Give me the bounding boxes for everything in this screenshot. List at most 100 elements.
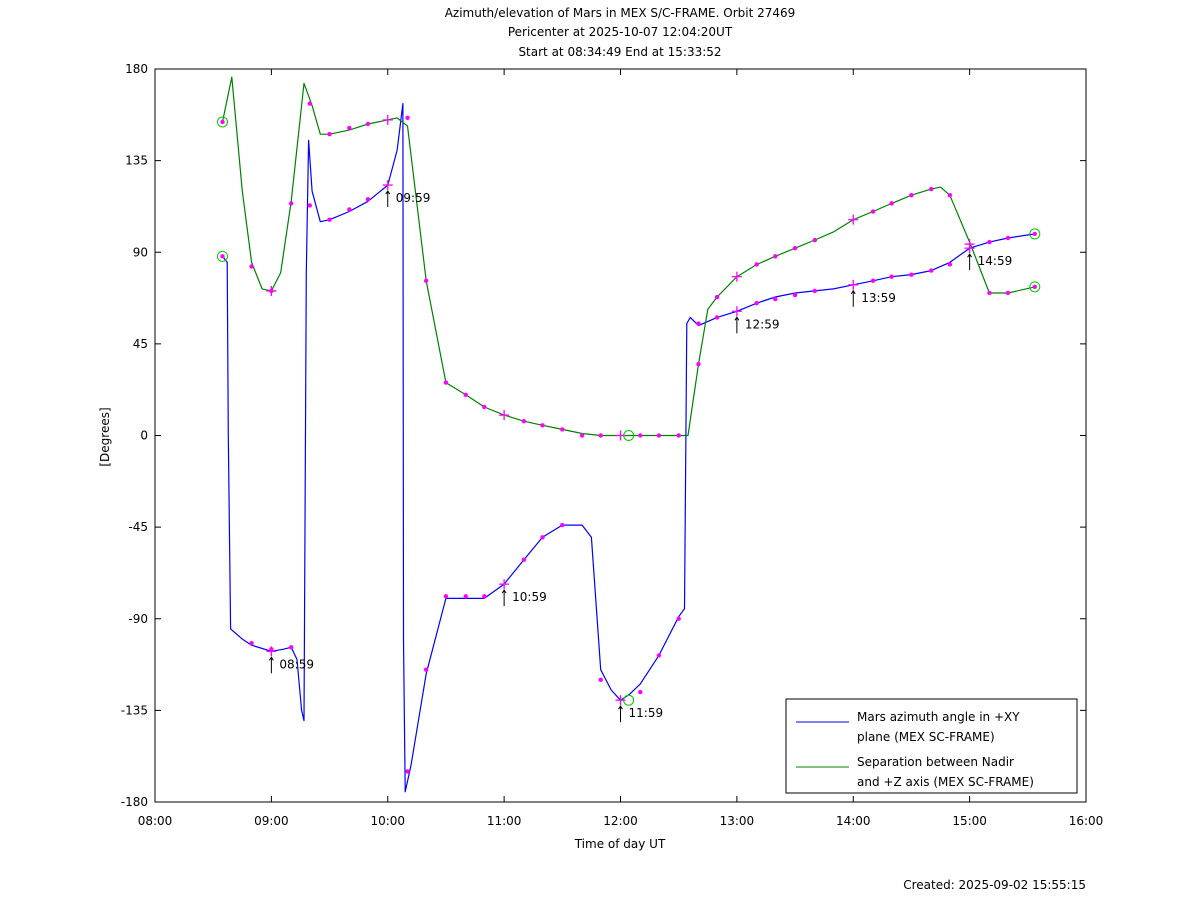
point-marker [540, 535, 545, 540]
hour-pointer-arrow [385, 190, 391, 195]
point-marker [987, 239, 992, 245]
x-tick-label: 15:00 [952, 814, 987, 828]
hour-cross-marker [382, 180, 393, 191]
hour-label: 10:59 [512, 590, 547, 604]
point-marker [423, 667, 429, 672]
y-tick-label: 45 [133, 337, 148, 351]
hour-pointer-arrow [734, 316, 740, 321]
hour-pointer-arrow [967, 253, 973, 258]
point-marker [540, 423, 545, 428]
hour-annotation: 08:59 [268, 656, 314, 674]
hour-cross-marker [848, 279, 859, 290]
y-axis: 180 135 90 45 0 -45 -90 -135 -180 [121, 62, 1086, 809]
point-marker [1032, 231, 1037, 237]
point-marker [482, 404, 487, 410]
point-marker [521, 557, 527, 562]
point-marker [327, 131, 332, 137]
hour-cross-marker [266, 646, 277, 657]
point-marker [947, 193, 953, 198]
start-end-circle [623, 694, 635, 706]
point-marker [812, 288, 818, 294]
y-tick-label: -45 [128, 520, 148, 534]
x-tick-label: 14:00 [836, 814, 871, 828]
legend: Mars azimuth angle in +XY plane (MEX SC-… [785, 698, 1078, 794]
hour-cross-marker [848, 214, 859, 225]
point-marker [365, 121, 371, 127]
legend-label-azimuth-1: Mars azimuth angle in +XY [857, 710, 1020, 724]
point-marker [443, 594, 449, 599]
point-marker [754, 262, 759, 267]
point-marker [987, 290, 992, 296]
point-marker [443, 380, 449, 385]
point-marker [288, 645, 294, 650]
point-marker [870, 209, 876, 214]
point-marker [1005, 290, 1011, 296]
point-marker [521, 419, 527, 424]
marker-layer: 08:59 09:59 10:59 11:59 12:59 13:59 14:59 [216, 101, 1041, 774]
point-marker [220, 254, 225, 259]
hour-label: 11:59 [629, 706, 664, 720]
point-marker [676, 616, 681, 621]
hour-pointer-arrow [618, 705, 623, 710]
x-axis: 08:00 09:00 10:00 11:00 12:00 13:00 14:00 15:00… [138, 69, 1104, 828]
point-marker [929, 268, 934, 273]
point-marker [792, 292, 798, 298]
x-tick-label: 16:00 [1069, 814, 1104, 828]
point-marker [347, 207, 352, 212]
point-marker [947, 262, 953, 267]
point-marker [365, 197, 371, 202]
point-marker [889, 201, 894, 206]
hour-annotation: 10:59 [501, 589, 547, 607]
point-marker [288, 201, 294, 206]
point-marker [696, 321, 701, 326]
hour-annotation: 09:59 [385, 190, 431, 208]
point-marker [696, 362, 701, 367]
point-marker [656, 653, 662, 658]
hour-pointer-arrow [268, 656, 274, 661]
point-marker [676, 433, 681, 438]
point-marker [870, 278, 876, 283]
x-tick-label: 10:00 [370, 814, 405, 828]
point-marker [220, 119, 225, 125]
y-tick-label: 135 [125, 154, 148, 168]
legend-label-separation-1: Separation between Nadir [857, 755, 1014, 769]
start-end-circle [623, 430, 635, 441]
point-marker [307, 203, 312, 208]
point-marker [773, 296, 778, 302]
y-tick-label: 0 [140, 429, 148, 443]
point-marker [714, 294, 720, 300]
point-marker [347, 125, 352, 131]
start-end-circle [1029, 281, 1041, 293]
title-line-2: Pericenter at 2025-10-07 12:04:20UT [508, 25, 733, 39]
series-line-separation [221, 76, 1035, 437]
point-marker [579, 433, 585, 438]
point-marker [638, 689, 643, 695]
point-marker [909, 193, 914, 198]
y-tick-label: 90 [133, 245, 148, 259]
start-end-circle [216, 250, 228, 262]
x-tick-label: 09:00 [254, 814, 289, 828]
point-marker [598, 433, 603, 438]
hour-cross-marker [382, 114, 393, 125]
point-marker [929, 186, 934, 192]
start-end-circle [216, 116, 228, 128]
hour-label: 08:59 [279, 657, 314, 671]
point-marker [249, 264, 254, 269]
hour-cross-marker [731, 306, 742, 317]
hour-label: 09:59 [396, 191, 431, 205]
point-marker [405, 769, 410, 774]
hour-cross-marker [731, 271, 742, 282]
point-marker [812, 237, 818, 243]
point-marker [327, 217, 332, 222]
point-marker [463, 392, 468, 397]
point-marker [560, 427, 565, 432]
created-timestamp: Created: 2025-09-02 15:55:15 [903, 878, 1086, 892]
start-end-circle [1029, 228, 1041, 240]
y-axis-label: [Degrees] [98, 407, 112, 466]
legend-box [785, 698, 1078, 794]
x-tick-label: 12:00 [603, 814, 638, 828]
point-marker [405, 115, 410, 121]
hour-annotation: 14:59 [967, 253, 1012, 271]
point-marker [1032, 284, 1037, 290]
point-marker [773, 254, 778, 259]
